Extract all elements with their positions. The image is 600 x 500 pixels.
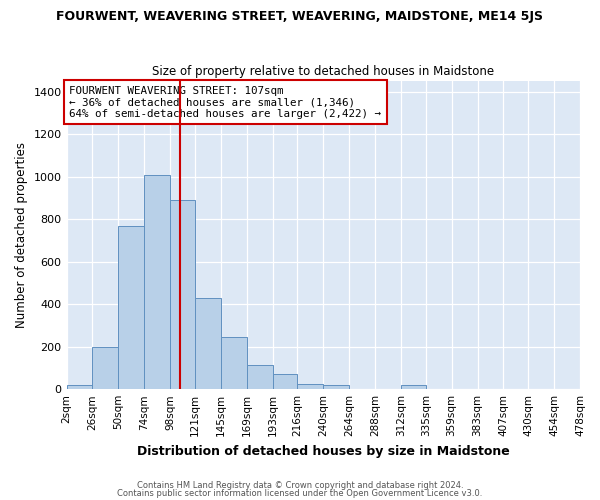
Bar [401, 385, 426, 389]
X-axis label: Distribution of detached houses by size in Maidstone: Distribution of detached houses by size … [137, 444, 509, 458]
Bar [272, 374, 298, 389]
Bar [144, 174, 170, 389]
Bar [323, 385, 349, 389]
Bar [170, 200, 195, 389]
Text: FOURWENT, WEAVERING STREET, WEAVERING, MAIDSTONE, ME14 5JS: FOURWENT, WEAVERING STREET, WEAVERING, M… [56, 10, 544, 23]
Text: FOURWENT WEAVERING STREET: 107sqm
← 36% of detached houses are smaller (1,346)
6: FOURWENT WEAVERING STREET: 107sqm ← 36% … [69, 86, 381, 119]
Title: Size of property relative to detached houses in Maidstone: Size of property relative to detached ho… [152, 66, 494, 78]
Bar [92, 346, 118, 389]
Text: Contains HM Land Registry data © Crown copyright and database right 2024.: Contains HM Land Registry data © Crown c… [137, 481, 463, 490]
Bar [221, 337, 247, 389]
Y-axis label: Number of detached properties: Number of detached properties [15, 142, 28, 328]
Bar [67, 385, 92, 389]
Bar [195, 298, 221, 389]
Bar [247, 364, 272, 389]
Bar [118, 226, 144, 389]
Text: Contains public sector information licensed under the Open Government Licence v3: Contains public sector information licen… [118, 488, 482, 498]
Bar [298, 384, 323, 389]
